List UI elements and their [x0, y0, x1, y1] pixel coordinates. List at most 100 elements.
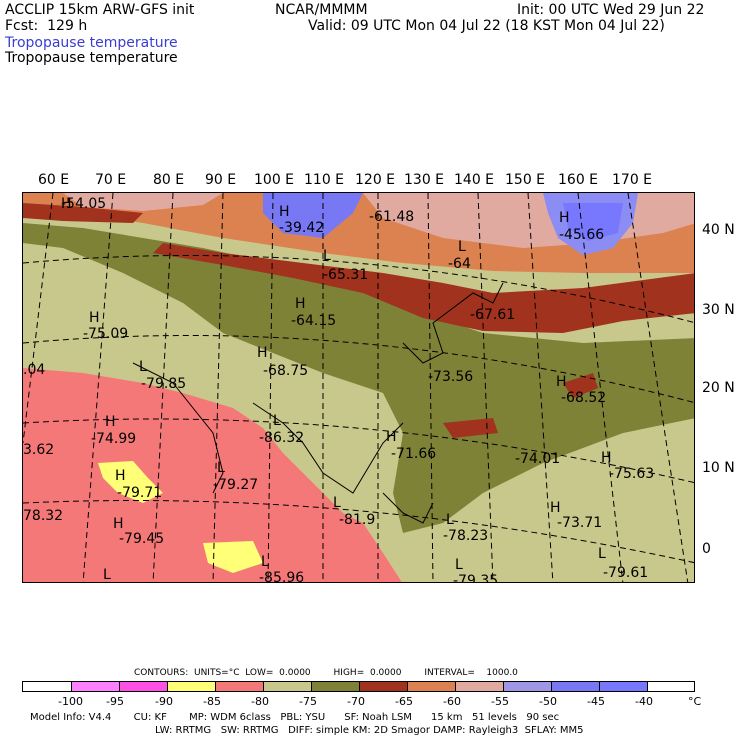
- high-value: -71.66: [391, 446, 437, 462]
- lat-label: 0: [702, 541, 711, 557]
- value-label: 78.32: [23, 508, 64, 524]
- low-value: -65.31: [323, 267, 369, 283]
- low-value: -79.85: [141, 376, 187, 392]
- colorbar-unit: °C: [688, 695, 702, 708]
- lat-label: 10 N: [702, 460, 735, 476]
- high-marker: H: [550, 500, 561, 516]
- lon-label: 160 E: [558, 172, 599, 188]
- colorbar-tick: -90: [155, 695, 173, 708]
- low-marker: L: [333, 495, 341, 511]
- color-swatch: [407, 681, 456, 692]
- high-value: -64.15: [291, 313, 337, 329]
- high-marker: H: [601, 450, 612, 466]
- color-swatch: [599, 681, 648, 692]
- low-marker: L: [103, 567, 111, 583]
- colorbar-tick: -65: [395, 695, 413, 708]
- low-marker: L: [261, 554, 269, 570]
- map-panel: H -54.05 H -39.42 -61.48 H -45.66 L -64 …: [22, 192, 695, 583]
- field-title-shaded: Tropopause temperature: [5, 35, 178, 51]
- high-value: -68.52: [561, 390, 607, 406]
- high-marker: H: [105, 414, 116, 430]
- init-time: Init: 00 UTC Wed 29 Jun 22: [517, 2, 705, 18]
- color-swatch: [263, 681, 312, 692]
- low-marker: L: [139, 359, 147, 375]
- high-value: -39.42: [279, 220, 325, 236]
- colorbar-tick: -45: [587, 695, 605, 708]
- lon-label: 170 E: [612, 172, 653, 188]
- high-marker: H: [113, 516, 124, 532]
- low-value: -86.32: [259, 430, 305, 446]
- color-swatch: [455, 681, 504, 692]
- value-label: -61.48: [369, 209, 415, 225]
- value-label: -67.61: [470, 307, 516, 323]
- high-value: -79.71: [117, 485, 163, 501]
- lon-label: 60 E: [38, 172, 70, 188]
- contour-info: CONTOURS: UNITS=°C LOW= 0.0000 HIGH= 0.0…: [134, 668, 518, 678]
- colorbar-tick: -95: [106, 695, 124, 708]
- value-label: 3.62: [23, 442, 55, 458]
- model-info-line2: LW: RRTMG SW: RRTMG DIFF: simple KM: 2D …: [155, 725, 584, 736]
- high-marker: H: [61, 196, 72, 212]
- value-label: -74.01: [515, 451, 561, 467]
- high-value: -73.71: [557, 515, 603, 531]
- colorbar-tick: -40: [635, 695, 653, 708]
- low-marker: L: [323, 248, 331, 264]
- high-marker: H: [279, 204, 290, 220]
- lon-label: 110 E: [304, 172, 345, 188]
- high-value: -79.45: [119, 531, 165, 547]
- color-swatch: [167, 681, 216, 692]
- low-marker: L: [458, 239, 466, 255]
- low-value: -79.27: [213, 477, 259, 493]
- model-title: ACCLIP 15km ARW-GFS init: [5, 2, 195, 18]
- color-swatch: [551, 681, 600, 692]
- high-value: -74.99: [91, 431, 137, 447]
- color-swatch: [215, 681, 264, 692]
- high-marker: H: [295, 296, 306, 312]
- valid-time: Valid: 09 UTC Mon 04 Jul 22 (18 KST Mon …: [308, 18, 665, 34]
- colorbar-tick: -100: [58, 695, 83, 708]
- colorbar-tick: -80: [251, 695, 269, 708]
- color-swatch: [22, 681, 72, 692]
- high-value: -75.63: [609, 466, 655, 482]
- low-marker: L: [273, 413, 281, 429]
- low-value: -79.35: [453, 573, 499, 583]
- colorbar-tick: -85: [203, 695, 221, 708]
- low-marker: L: [455, 557, 463, 573]
- high-marker: H: [89, 310, 100, 326]
- high-marker: H: [386, 429, 397, 445]
- low-value: -64: [448, 256, 471, 272]
- center-name: NCAR/MMMM: [275, 2, 368, 18]
- color-swatch: [71, 681, 120, 692]
- colorbar-tick: -55: [491, 695, 509, 708]
- low-marker: L: [217, 460, 225, 476]
- lon-label: 90 E: [205, 172, 237, 188]
- lon-label: 150 E: [505, 172, 546, 188]
- value-label: .04: [23, 362, 46, 378]
- colorbar-tick: -70: [347, 695, 365, 708]
- lat-label: 30 N: [702, 302, 735, 318]
- high-marker: H: [556, 374, 567, 390]
- high-value: -45.66: [559, 227, 605, 243]
- colorbar-tick: -75: [299, 695, 317, 708]
- field-title-contour: Tropopause temperature: [5, 50, 178, 66]
- color-swatch: [119, 681, 168, 692]
- lon-label: 120 E: [355, 172, 396, 188]
- high-marker: H: [115, 468, 126, 484]
- high-value: -75.09: [83, 326, 129, 342]
- lat-label: 20 N: [702, 380, 735, 396]
- lon-label: 140 E: [454, 172, 495, 188]
- colorbar-tick: -50: [539, 695, 557, 708]
- lat-label: 40 N: [702, 222, 735, 238]
- low-value: -85.96: [259, 570, 305, 583]
- high-value: -54.05: [61, 196, 107, 212]
- value-label: -73.56: [428, 369, 474, 385]
- high-value: -68.75: [263, 363, 309, 379]
- forecast-hour: Fcst: 129 h: [5, 18, 88, 34]
- high-marker: H: [257, 345, 268, 361]
- color-swatch: [503, 681, 552, 692]
- lon-label: 80 E: [153, 172, 185, 188]
- low-value: -79.61: [603, 565, 649, 581]
- lon-label: 70 E: [95, 172, 127, 188]
- high-marker: H: [559, 210, 570, 226]
- color-swatch: [311, 681, 360, 692]
